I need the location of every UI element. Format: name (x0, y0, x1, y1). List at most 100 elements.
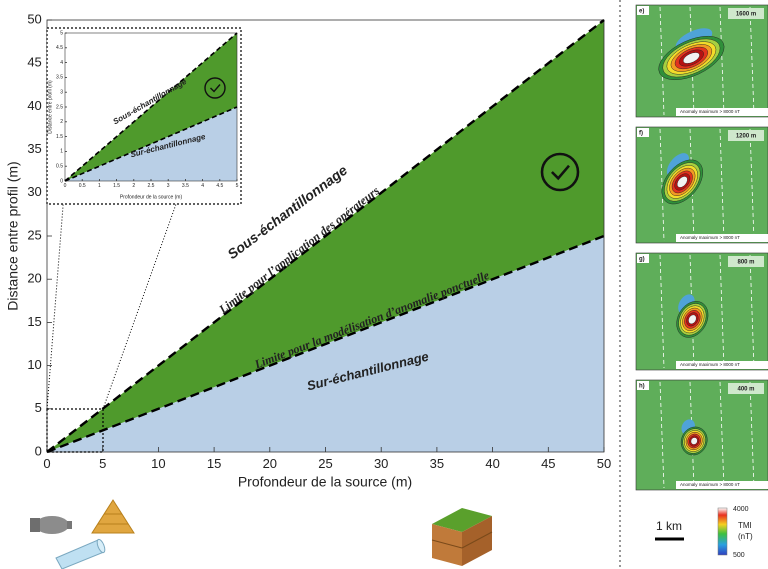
color-bar-title: TMI (738, 521, 752, 530)
height-label: 1600 m (736, 12, 756, 18)
pipe-icon (55, 538, 106, 569)
color-bar-min: 500 (733, 552, 745, 559)
height-label-box (728, 8, 764, 19)
x-tick-label: 2 (132, 183, 135, 189)
panel-label: f) (639, 131, 643, 137)
panel-label-box (637, 381, 649, 390)
x-tick-label: 0.5 (79, 183, 86, 189)
panel-note: Anomaly maximum > 8000 nT (680, 362, 740, 367)
x-tick-label: 45 (541, 456, 555, 471)
y-tick-label: 3.5 (56, 75, 63, 81)
panel-label-box (637, 6, 649, 15)
flight-line (749, 128, 755, 242)
flight-line (719, 254, 725, 369)
limit-line (46, 19, 605, 453)
y-tick-label: 5 (35, 400, 42, 415)
x-tick-label: 30 (374, 456, 388, 471)
y-tick-label: 4.5 (56, 45, 63, 51)
zoom-connector (46, 180, 66, 410)
inset-border (46, 27, 242, 205)
height-label: 1200 m (736, 134, 756, 140)
x-tick-label: 0 (64, 183, 67, 189)
x-tick-label: 25 (318, 456, 332, 471)
x-tick-label: 3 (167, 183, 170, 189)
geology-block-icon (431, 508, 493, 566)
panel-label-box (637, 254, 649, 263)
check-mark (209, 84, 221, 93)
height-label: 400 m (737, 387, 754, 393)
x-tick-label: 5 (99, 456, 106, 471)
y-tick-label: 30 (27, 184, 41, 199)
y-tick-label: 10 (27, 357, 41, 372)
y-tick-label: 1 (60, 149, 63, 155)
icons (30, 499, 493, 569)
y-tick-label: 45 (27, 55, 41, 70)
y-tick-label: 3 (60, 90, 63, 96)
x-tick-label: 40 (485, 456, 499, 471)
panel-label: e) (639, 9, 644, 15)
y-tick-label: 0 (35, 443, 42, 458)
pyramid-icon (91, 499, 135, 534)
contour (690, 437, 698, 445)
limit-line (64, 32, 238, 182)
x-axis-title: Profondeur de la source (m) (238, 474, 412, 490)
x-tick-label: 20 (263, 456, 277, 471)
height-label-box (728, 256, 764, 267)
x-tick-label: 15 (207, 456, 221, 471)
zoom-box (46, 408, 104, 453)
y-tick-label: 15 (27, 314, 41, 329)
scale-bar-label: 1 km (656, 519, 682, 533)
y-axis-title: Distance entre profil (m) (5, 161, 21, 310)
note-box (676, 481, 768, 489)
x-tick-label: 1 (98, 183, 101, 189)
x-tick-label: 50 (597, 456, 611, 471)
flight-line (659, 381, 665, 489)
flight-line (749, 254, 755, 369)
x-tick-label: 4.5 (216, 183, 223, 189)
flight-line (659, 254, 665, 369)
x-tick-label: 5 (236, 183, 239, 189)
y-tick-label: 1.5 (56, 134, 63, 140)
y-tick-label: 5 (60, 30, 63, 36)
y-tick-label: 2.5 (56, 104, 63, 110)
panel-label: g) (639, 257, 645, 263)
y-tick-label: 50 (27, 11, 41, 26)
y-tick-label: 35 (27, 141, 41, 156)
panel-note: Anomaly maximum > 8000 nT (680, 482, 740, 487)
flight-line (659, 128, 665, 242)
x-tick-label: 35 (430, 456, 444, 471)
height-label-box (728, 130, 764, 141)
limit-line (64, 106, 238, 182)
flight-line (719, 381, 725, 489)
color-bar-max: 4000 (733, 506, 749, 513)
y-tick-label: 2 (60, 119, 63, 125)
x-tick-label: 2.5 (148, 183, 155, 189)
flight-line (749, 381, 755, 489)
flight-line (689, 381, 695, 489)
main-chart: 0 5 10 15 20 25 30 35 40 45 5005101520253035404550… (5, 11, 612, 489)
note-box (676, 234, 768, 242)
inset-chart: 0 0.5 1 1.5 2 2.5 3 3.5 4 4.5 5 0 0.5 1 1.5 2 2.5 3 3.5 4 4.… (46, 27, 242, 205)
x-tick-label: 1.5 (113, 183, 120, 189)
check-circle (204, 77, 226, 99)
x-axis-title: Profondeur de la source (m) (120, 194, 183, 200)
check-circle (540, 152, 580, 192)
panel-label: h) (639, 384, 645, 390)
y-tick-label: 40 (27, 98, 41, 113)
y-tick-label: 20 (27, 271, 41, 286)
x-tick-label: 10 (151, 456, 165, 471)
bomb-icon (30, 516, 72, 534)
panel-note: Anomaly maximum > 8000 nT (680, 109, 740, 114)
y-axis-title: Distance entre profil (m) (47, 80, 53, 134)
contour (688, 314, 697, 325)
contour (676, 176, 688, 188)
x-tick-label: 4 (201, 183, 204, 189)
y-tick-label: 0.5 (56, 164, 63, 170)
color-bar (717, 507, 728, 556)
note-box (676, 108, 768, 116)
height-label: 800 m (737, 260, 754, 266)
x-tick-label: 3.5 (182, 183, 189, 189)
height-label-box (728, 383, 764, 394)
panel-note: Anomaly maximum > 8000 nT (680, 235, 740, 240)
